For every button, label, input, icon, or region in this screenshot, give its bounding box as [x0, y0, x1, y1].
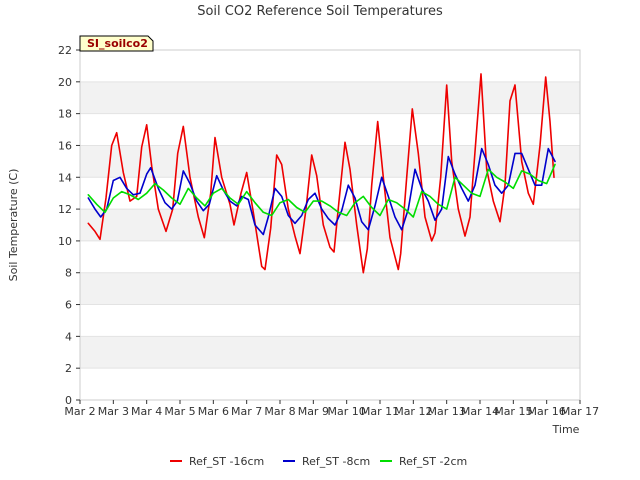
- legend-label: Ref_ST -16cm: [189, 455, 264, 468]
- x-tick-label: Mar 13: [428, 405, 466, 418]
- y-tick-label: 6: [65, 299, 72, 312]
- plot-background: [80, 50, 580, 400]
- y-tick-label: 0: [65, 394, 72, 407]
- y-axis-ticks: 0 2 4 6 8 10 12 14 16 18 20 22: [58, 44, 80, 407]
- y-axis-label: Soil Temperature (C): [7, 169, 20, 282]
- y-tick-label: 20: [58, 76, 72, 89]
- chart-title: Soil CO2 Reference Soil Temperatures: [197, 4, 443, 19]
- plot-frame: [79, 49, 581, 401]
- x-tick-label: Mar 17: [561, 405, 599, 418]
- x-axis-label: Time: [552, 423, 580, 436]
- x-tick-label: Mar 16: [528, 405, 566, 418]
- plot-band: [80, 209, 580, 241]
- legend-label: Ref_ST -8cm: [302, 455, 370, 468]
- x-tick-label: Mar 6: [198, 405, 229, 418]
- legend-label: Ref_ST -2cm: [399, 455, 467, 468]
- x-tick-label: Mar 9: [298, 405, 329, 418]
- y-tick-label: 10: [58, 235, 72, 248]
- x-tick-label: Mar 14: [461, 405, 499, 418]
- plot-band: [80, 304, 580, 337]
- y-tick-label: 22: [58, 44, 72, 57]
- x-tick-label: Mar 7: [231, 405, 262, 418]
- station-label-background: [79, 35, 154, 52]
- x-tick-label: Mar 10: [328, 405, 366, 418]
- plot-band: [80, 145, 580, 178]
- series-lines: [87, 73, 556, 274]
- plot-band: [80, 113, 580, 146]
- series-line-0: [87, 73, 555, 274]
- plot-band: [80, 81, 580, 114]
- grid-lines: [80, 49, 580, 401]
- x-tick-label: Mar 4: [131, 405, 162, 418]
- x-tick-label: Mar 12: [394, 405, 432, 418]
- x-tick-label: Mar 11: [361, 405, 399, 418]
- y-tick-label: 2: [65, 362, 72, 375]
- station-label: SI_soilco2: [87, 37, 148, 50]
- station-label-box: SI_soilco2: [79, 35, 154, 52]
- x-tick-label: Mar 2: [64, 405, 95, 418]
- plot-band: [80, 50, 580, 82]
- y-tick-label: 8: [65, 267, 72, 280]
- y-tick-label: 14: [58, 171, 72, 184]
- x-axis-ticks: Mar 2 Mar 3 Mar 4 Mar 5 Mar 6 Mar 7 Mar 8 Mar 9…: [64, 400, 599, 418]
- x-tick-label: Mar 5: [164, 405, 195, 418]
- x-tick-label: Mar 15: [494, 405, 532, 418]
- plot-band: [80, 336, 580, 369]
- plot-band: [80, 177, 580, 210]
- legend: Ref_ST -16cm Ref_ST -8cm Ref_ST -2cm: [170, 455, 467, 468]
- plot-band: [80, 368, 580, 400]
- x-tick-label: Mar 8: [264, 405, 295, 418]
- y-tick-label: 4: [65, 330, 72, 343]
- y-tick-label: 18: [58, 108, 72, 121]
- y-tick-label: 16: [58, 139, 72, 152]
- x-tick-label: Mar 3: [98, 405, 129, 418]
- plot-band: [80, 272, 580, 305]
- series-line-2: [87, 163, 556, 218]
- y-tick-label: 12: [58, 203, 72, 216]
